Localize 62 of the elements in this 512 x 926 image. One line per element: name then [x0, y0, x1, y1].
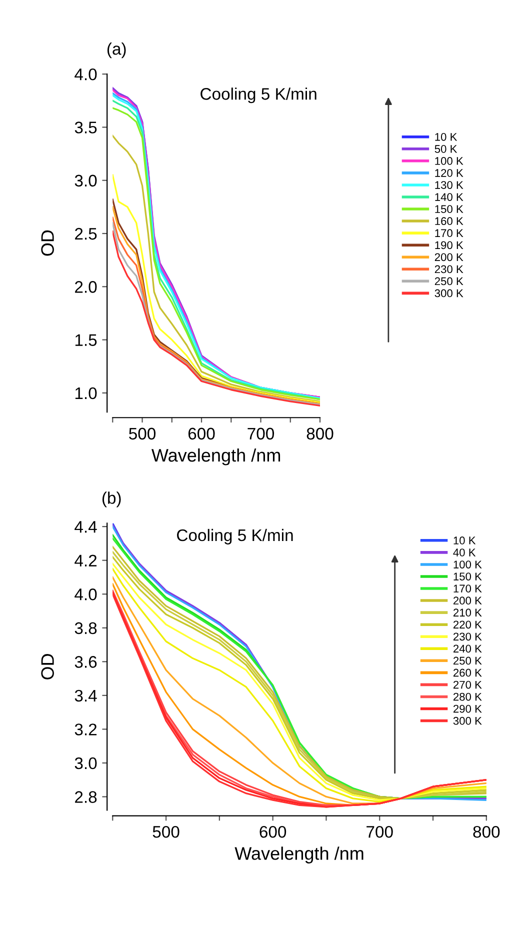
annotation: Cooling 5 K/min	[177, 528, 293, 544]
y-tick-label: 4.0	[74, 588, 97, 600]
legend-label: 280 K	[453, 692, 482, 701]
x-tick-label: 700	[248, 428, 274, 440]
y-tick-label: 2.5	[75, 228, 97, 240]
y-tick-label: 3.4	[74, 690, 97, 702]
legend-label: 200 K	[434, 253, 464, 262]
x-axis-title: Wavelength /nm	[234, 846, 364, 864]
y-tick-label: 1.0	[75, 387, 97, 400]
y-tick-label: 3.6	[74, 656, 97, 668]
y-tick-label: 2.0	[75, 281, 97, 293]
legend-label: 140 K	[435, 193, 464, 201]
legend-label: 240 K	[453, 644, 482, 653]
x-tick-label: 600	[188, 428, 215, 440]
chart-title: (a)	[107, 42, 126, 58]
legend-label: 300 K	[434, 289, 464, 298]
y-axis-title: OD	[41, 654, 54, 680]
y-tick-label: 4.0	[74, 68, 97, 80]
legend-label: 220 K	[453, 620, 482, 629]
legend-label: 200 K	[453, 596, 482, 605]
x-tick-label: 500	[152, 826, 180, 838]
legend-label: 160 K	[435, 217, 464, 226]
x-tick-label: 700	[366, 826, 393, 838]
legend-label: 100 K	[454, 560, 482, 568]
x-tick-label: 500	[129, 428, 156, 440]
y-axis-title: OD	[41, 230, 54, 256]
legend-label: 210 K	[453, 608, 482, 617]
legend-label: 150 K	[435, 205, 464, 214]
y-tick-label: 4.4	[74, 521, 97, 533]
legend-label: 150 K	[454, 572, 482, 580]
legend-label: 40 K	[453, 548, 476, 556]
legend-label: 120 K	[435, 169, 464, 177]
legend-label: 100 K	[435, 157, 464, 165]
legend-label: 190 K	[435, 241, 464, 250]
legend-label: 270 K	[453, 680, 482, 689]
y-tick-label: 3.8	[74, 622, 97, 634]
legend-label: 290 K	[453, 704, 482, 713]
y-tick-label: 2.8	[75, 791, 97, 803]
legend-label: 300 K	[453, 716, 482, 725]
y-tick-label: 3.2	[74, 724, 97, 736]
legend-label: 230 K	[434, 265, 464, 274]
legend-label: 250 K	[434, 277, 464, 286]
legend-label: 250 K	[453, 656, 482, 665]
x-tick-label: 800	[473, 826, 500, 838]
y-tick-label: 1.5	[75, 334, 97, 346]
y-tick-label: 4.2	[74, 554, 97, 566]
legend-label: 50 K	[434, 145, 458, 153]
legend-label: 230 K	[453, 632, 482, 641]
legend-label: 170 K	[435, 229, 464, 238]
annotation: Cooling 5 K/min	[200, 88, 316, 104]
legend-label: 130 K	[435, 181, 464, 189]
legend-label: 170 K	[454, 584, 482, 593]
y-tick-label: 3.0	[74, 757, 97, 770]
chart-title: (b)	[102, 492, 121, 508]
legend-label: 260 K	[453, 668, 482, 677]
x-axis-title: Wavelength /nm	[152, 448, 280, 466]
legend-label: 10 K	[454, 536, 476, 544]
y-tick-label: 3.0	[74, 174, 97, 187]
legend-label: 10 K	[435, 132, 458, 141]
y-tick-label: 3.5	[74, 122, 97, 134]
x-tick-label: 600	[260, 826, 286, 838]
x-tick-label: 800	[306, 428, 334, 440]
